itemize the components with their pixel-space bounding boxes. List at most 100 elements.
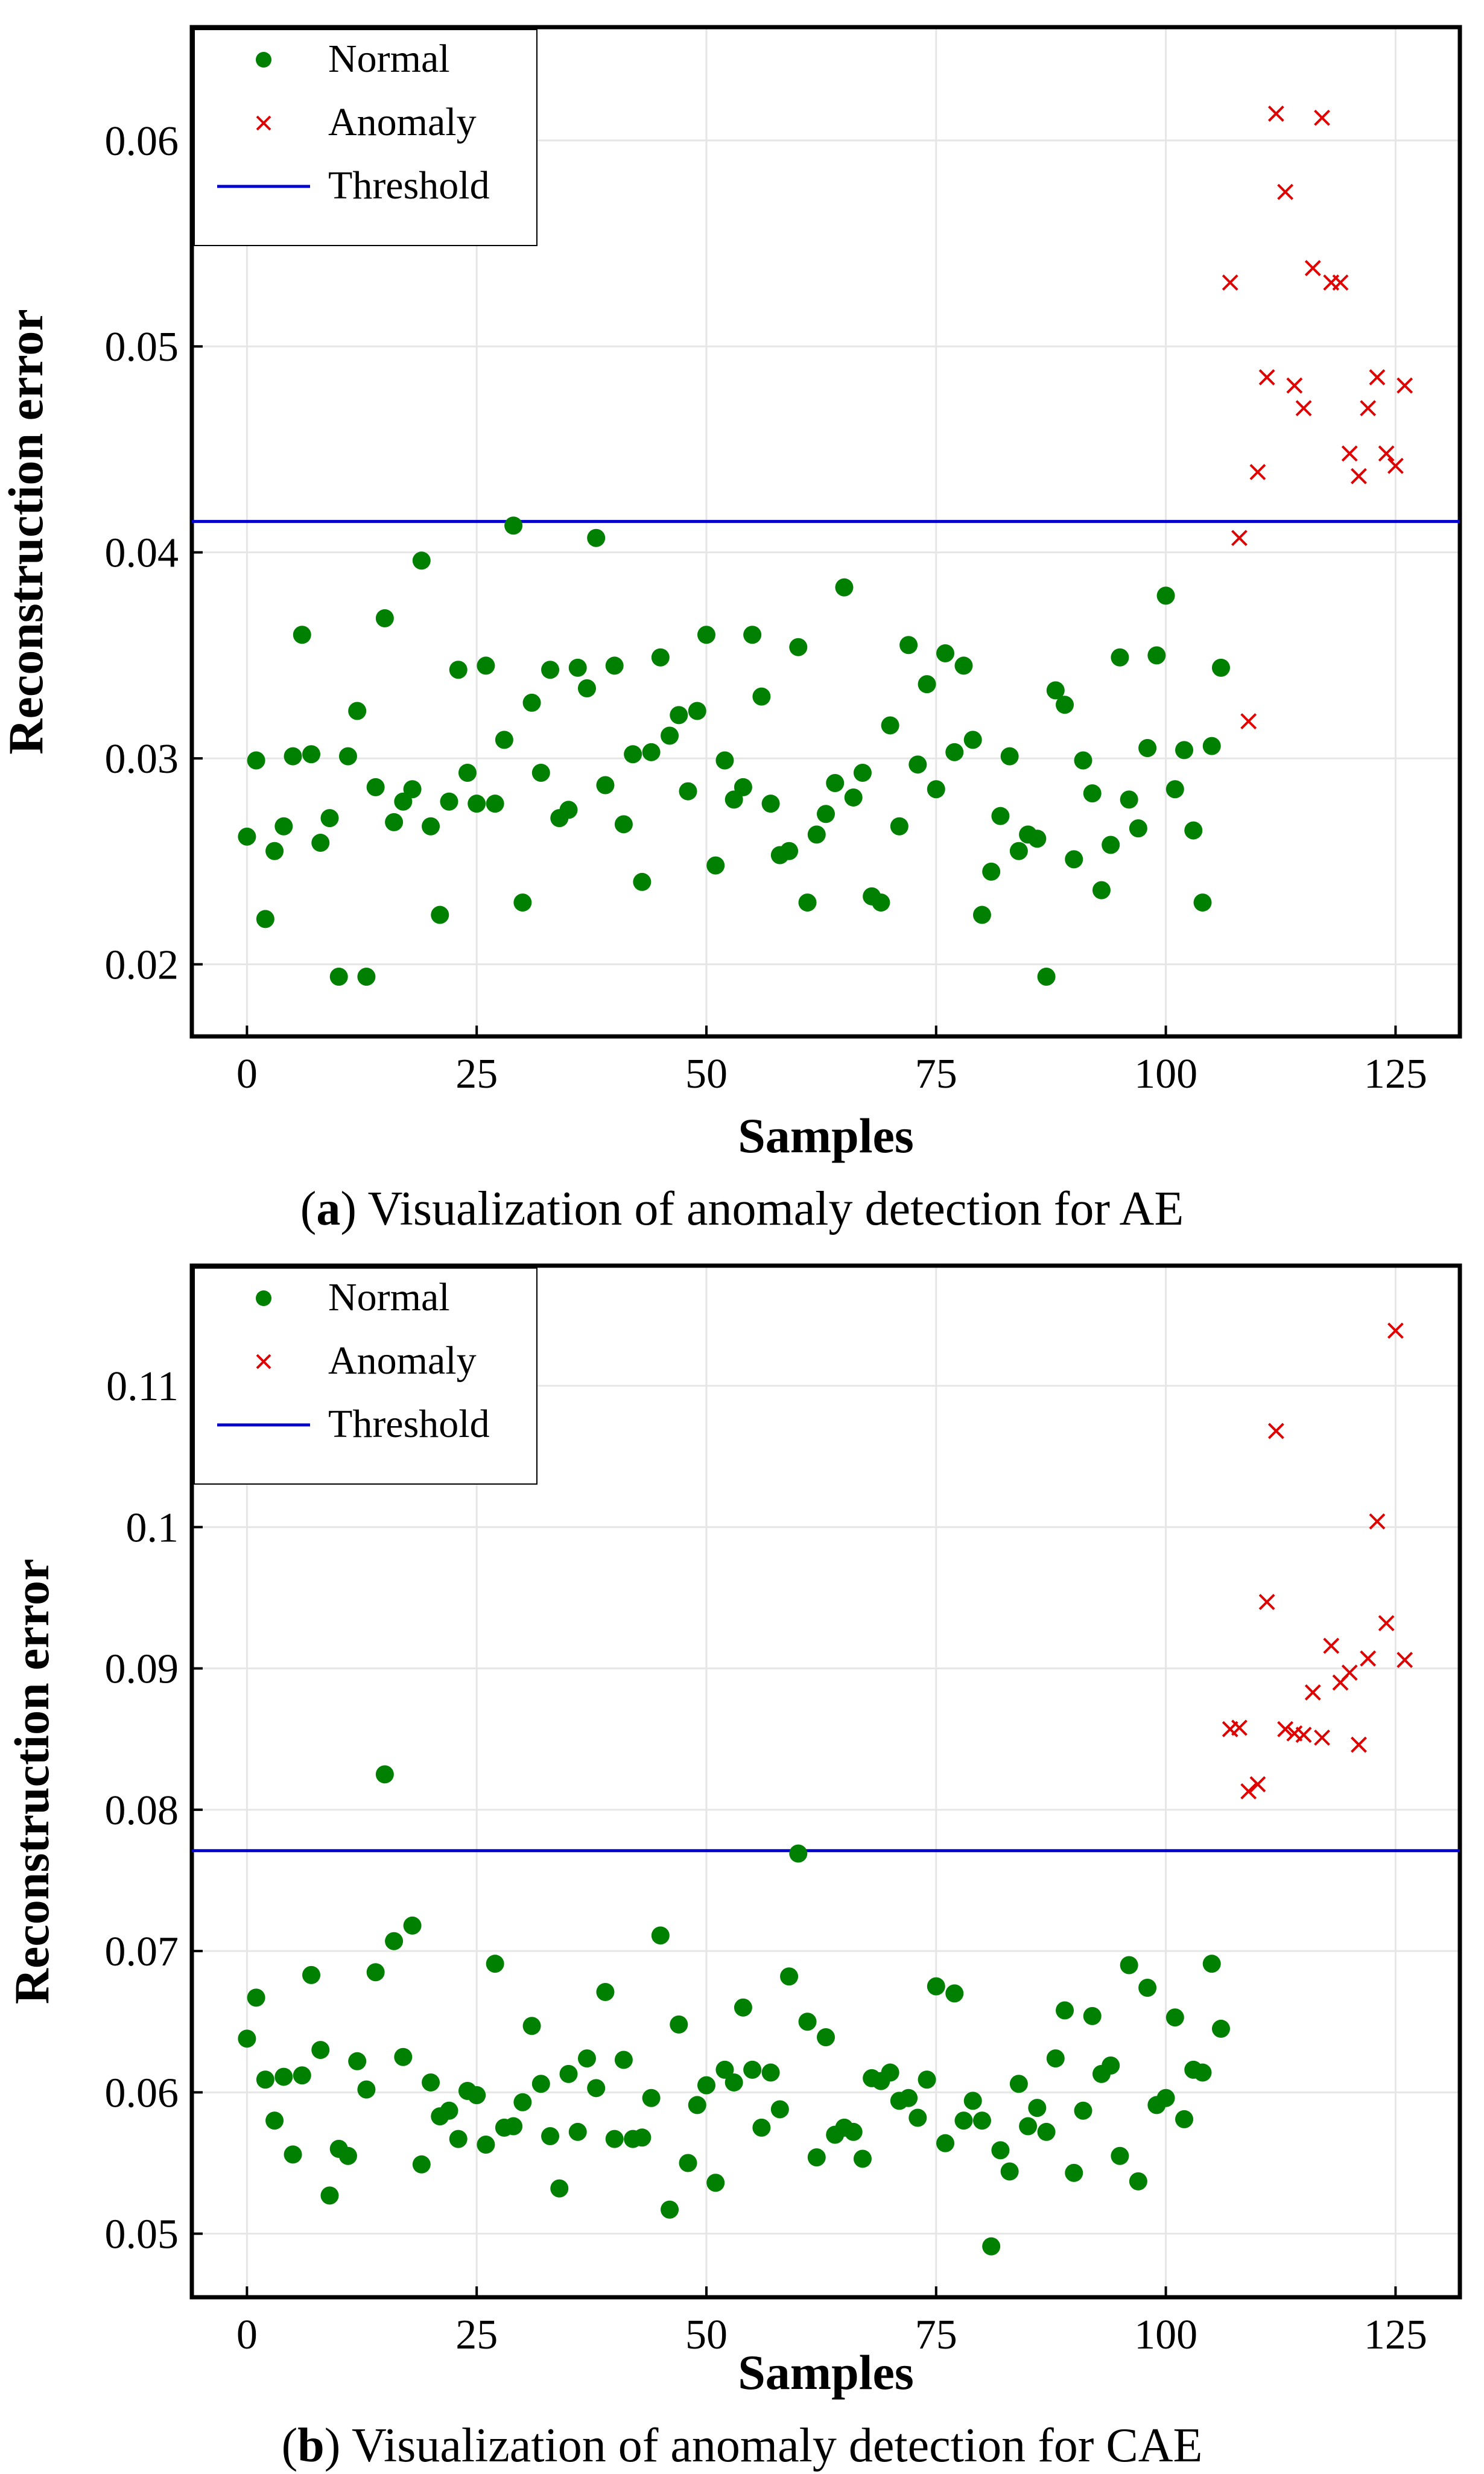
caption-open-paren: ( — [282, 2419, 298, 2472]
normal-point — [1111, 648, 1129, 667]
normal-point — [1056, 2001, 1074, 2020]
anomaly-point — [1267, 1423, 1284, 1439]
normal-point — [1074, 751, 1092, 770]
normal-point — [1165, 2008, 1184, 2027]
normal-point — [293, 2066, 311, 2085]
normal-point — [706, 2174, 725, 2192]
normal-point — [752, 687, 771, 706]
x-axis-title: Samples — [738, 1108, 914, 1163]
normal-point — [991, 2141, 1010, 2160]
normal-point — [954, 2111, 973, 2130]
normal-point — [807, 825, 826, 844]
anomaly-point — [1387, 457, 1404, 474]
normal-point — [256, 2070, 274, 2089]
legend-threshold-label: Threshold — [328, 1402, 490, 1446]
normal-point — [348, 2052, 367, 2070]
legend-normal-marker — [256, 52, 271, 68]
normal-point — [394, 792, 413, 811]
normal-point — [311, 2041, 330, 2060]
y-axis-ticks: 0.05 0.06 0.07 0.08 0.09 0.1 0.11 — [105, 1363, 203, 2258]
anomaly-point — [1258, 369, 1275, 385]
normal-point — [1120, 790, 1138, 809]
normal-point — [247, 751, 265, 770]
normal-point — [568, 2122, 587, 2141]
anomaly-point — [1286, 377, 1303, 394]
normal-point — [670, 706, 688, 725]
normal-point — [412, 2155, 431, 2174]
y-tick-label: 0.07 — [105, 1929, 179, 1975]
normal-point — [412, 551, 431, 570]
normal-point — [1156, 586, 1175, 605]
anomaly-point — [1378, 1615, 1395, 1632]
normal-point — [1009, 842, 1028, 860]
normal-point — [780, 1967, 799, 1986]
normal-point — [945, 1984, 964, 2003]
anomaly-point — [1249, 464, 1266, 480]
normal-point — [761, 795, 780, 813]
anomaly-point — [1314, 109, 1330, 126]
caption-open-paren: ( — [300, 1182, 317, 1235]
normal-point — [844, 788, 863, 807]
normal-point — [1046, 681, 1065, 700]
normal-point — [274, 2067, 293, 2086]
x-tick-label: 125 — [1364, 2312, 1427, 2358]
legend-anomaly-marker — [256, 1354, 271, 1369]
normal-point — [963, 731, 982, 749]
normal-point — [1138, 739, 1157, 757]
x-axis-ticks: 0 25 50 75 100 125 — [236, 1026, 1427, 1097]
y-axis-title: Reconstruction error — [4, 1559, 59, 2005]
normal-point — [329, 967, 348, 986]
normal-point — [440, 2101, 458, 2120]
normal-point — [614, 815, 633, 834]
anomaly-point — [1351, 468, 1367, 484]
anomaly-point — [1277, 183, 1294, 200]
normal-point — [1046, 2049, 1065, 2068]
normal-point — [633, 872, 652, 891]
normal-point — [872, 893, 890, 912]
normal-point — [725, 2073, 743, 2092]
normal-point — [1028, 829, 1047, 848]
normal-point — [559, 2064, 578, 2083]
normal-point — [817, 2028, 835, 2046]
normal-point — [1102, 2056, 1120, 2075]
normal-point — [1019, 2117, 1038, 2136]
caption-letter: b — [297, 2419, 325, 2472]
legend-normal-label: Normal — [328, 1275, 450, 1319]
normal-point — [1083, 784, 1102, 803]
normal-point — [1009, 2075, 1028, 2093]
normal-point — [670, 2015, 688, 2034]
plot-frame — [189, 25, 1462, 1039]
normal-point — [431, 906, 449, 924]
chart-cae: 0 25 50 75 100 125 0.05 0.06 0.07 0.08 0.09 0.1 0.11… — [4, 1263, 1462, 2472]
normal-point — [422, 2073, 440, 2092]
anomaly-point — [1369, 369, 1386, 385]
normal-point — [486, 795, 504, 813]
normal-point — [1211, 2019, 1230, 2038]
normal-point — [1074, 2101, 1092, 2120]
normal-point — [963, 2092, 982, 2110]
normal-point — [624, 745, 642, 764]
x-tick-label: 100 — [1134, 2312, 1197, 2358]
legend: Normal Anomaly Threshold — [194, 1267, 537, 1485]
figure-caption: (b) Visualization of anomaly detection f… — [282, 2419, 1203, 2472]
figure-caption: (a) Visualization of anomaly detection f… — [300, 1182, 1184, 1235]
normal-point — [1065, 850, 1083, 869]
normal-point — [1000, 2162, 1019, 2181]
normal-point — [697, 2076, 715, 2095]
gridlines — [192, 27, 1460, 1036]
normal-point — [265, 842, 284, 860]
legend-box — [194, 1267, 537, 1485]
normal-point — [954, 656, 973, 675]
normal-point — [504, 2117, 523, 2136]
normal-point — [1056, 696, 1074, 714]
normal-point — [320, 809, 339, 828]
x-tick-label: 100 — [1134, 1051, 1197, 1097]
normal-point — [881, 716, 899, 735]
normal-point — [375, 609, 394, 627]
y-tick-label: 0.1 — [126, 1505, 179, 1551]
normal-point — [284, 2145, 302, 2164]
normal-point — [596, 1983, 615, 2002]
normal-point — [577, 679, 596, 697]
normal-point — [633, 2128, 652, 2147]
